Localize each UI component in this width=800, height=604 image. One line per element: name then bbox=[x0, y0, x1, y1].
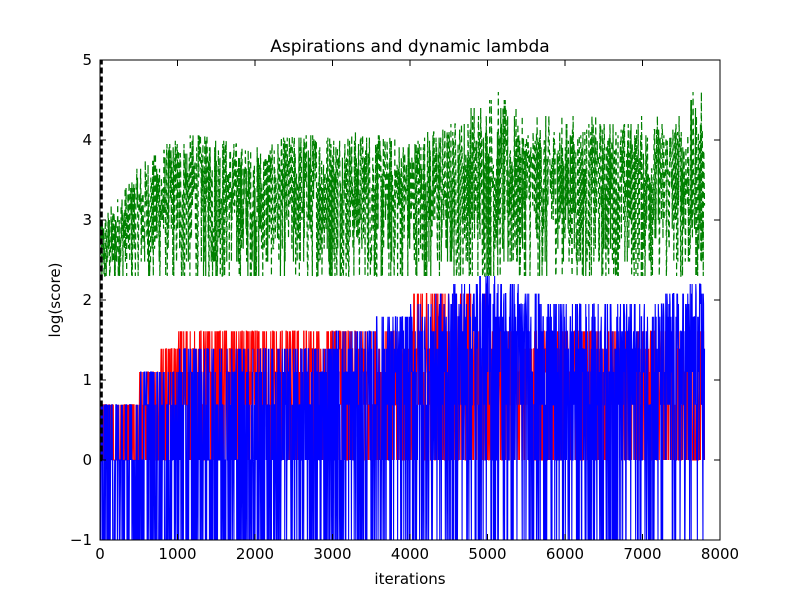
x-tick-label: 2000 bbox=[236, 545, 274, 563]
series-line-2 bbox=[100, 275, 706, 540]
y-axis: −1 0 1 2 3 4 5 bbox=[70, 51, 720, 549]
x-tick-label: 8000 bbox=[701, 545, 739, 563]
y-tick-label: 3 bbox=[82, 211, 92, 229]
x-tick-label: 1000 bbox=[158, 545, 196, 563]
x-tick-label: 4000 bbox=[391, 545, 429, 563]
x-axis: 0 1000 2000 3000 4000 5000 6000 7000 8000 bbox=[95, 60, 739, 563]
x-tick-label: 6000 bbox=[546, 545, 584, 563]
x-tick-label: 7000 bbox=[623, 545, 661, 563]
series-line-0 bbox=[100, 91, 706, 277]
y-tick-label: −1 bbox=[70, 531, 92, 549]
x-tick-label: 5000 bbox=[468, 545, 506, 563]
chart-title: Aspirations and dynamic lambda bbox=[270, 37, 549, 57]
y-tick-label: 0 bbox=[82, 451, 92, 469]
y-axis-label: log(score) bbox=[46, 263, 64, 338]
y-tick-label: 2 bbox=[82, 291, 92, 309]
y-tick-label: 4 bbox=[82, 131, 92, 149]
x-tick-label: 3000 bbox=[313, 545, 351, 563]
y-tick-label: 1 bbox=[82, 371, 92, 389]
y-tick-label: 5 bbox=[82, 51, 92, 69]
x-axis-label: iterations bbox=[374, 570, 445, 588]
x-tick-label: 0 bbox=[95, 545, 105, 563]
plot-area bbox=[100, 60, 706, 540]
